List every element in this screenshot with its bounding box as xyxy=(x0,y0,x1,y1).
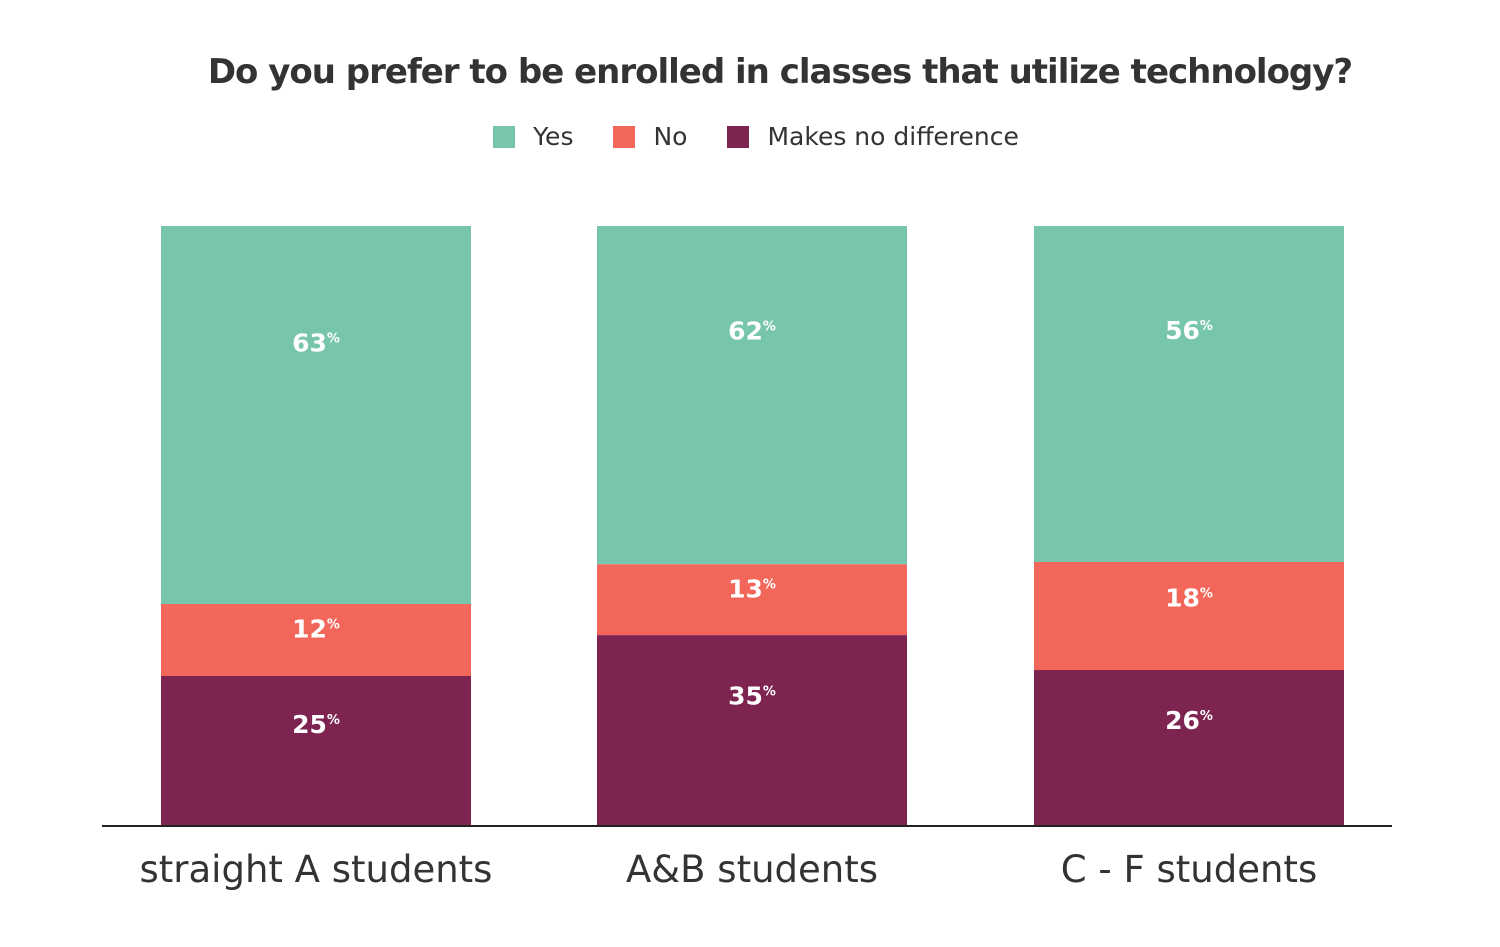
legend-item-yes: Yes xyxy=(493,122,573,151)
data-label-c-f-students-makes-no-difference: 26% xyxy=(1165,706,1213,735)
legend-item-no: No xyxy=(613,122,687,151)
bar-c-f-students-no xyxy=(1034,562,1344,670)
bars-group: 25% 12% 63% 35% 13% 62% 26% 18% 56% xyxy=(161,226,1344,826)
category-label-straight-a-students: straight A students xyxy=(140,848,493,891)
legend-label-yes: Yes xyxy=(533,122,574,151)
category-label-c-f-students: C - F students xyxy=(1061,848,1317,891)
bar-c-f-students-makes-no-difference xyxy=(1034,670,1344,826)
bar-a-b-students-no xyxy=(597,564,907,636)
data-label-straight-a-students-no: 12% xyxy=(292,615,340,644)
bar-a-b-students-yes xyxy=(597,226,907,565)
legend-swatch-no xyxy=(613,125,636,148)
legend: Yes No Makes no difference xyxy=(0,122,1500,151)
category-labels-group: straight A students A&B students C - F stu… xyxy=(140,848,1318,891)
bar-straight-a-students-makes-no-difference xyxy=(161,676,471,826)
legend-swatch-yes xyxy=(493,125,516,148)
data-label-straight-a-students-makes-no-difference: 25% xyxy=(292,710,340,739)
bar-straight-a-students-no xyxy=(161,604,471,676)
data-label-a-b-students-yes: 62% xyxy=(728,316,776,345)
legend-item-makes-no-difference: Makes no difference xyxy=(727,122,1019,151)
legend-label-no: No xyxy=(653,122,688,151)
bar-straight-a-students-yes xyxy=(161,226,471,604)
bar-c-f-students-yes xyxy=(1034,226,1344,562)
bar-a-b-students-makes-no-difference xyxy=(597,635,907,826)
chart-title: Do you prefer to be enrolled in classes … xyxy=(207,52,1353,92)
data-label-straight-a-students-yes: 63% xyxy=(292,328,340,357)
data-label-c-f-students-yes: 56% xyxy=(1165,316,1213,345)
legend-swatch-makes-no-difference xyxy=(727,125,750,148)
category-label-a-b-students: A&B students xyxy=(626,848,878,891)
data-label-c-f-students-no: 18% xyxy=(1165,583,1213,612)
legend-label-makes-no-difference: Makes no difference xyxy=(767,122,1019,151)
data-label-a-b-students-makes-no-difference: 35% xyxy=(728,681,776,710)
data-label-a-b-students-no: 13% xyxy=(728,574,776,603)
